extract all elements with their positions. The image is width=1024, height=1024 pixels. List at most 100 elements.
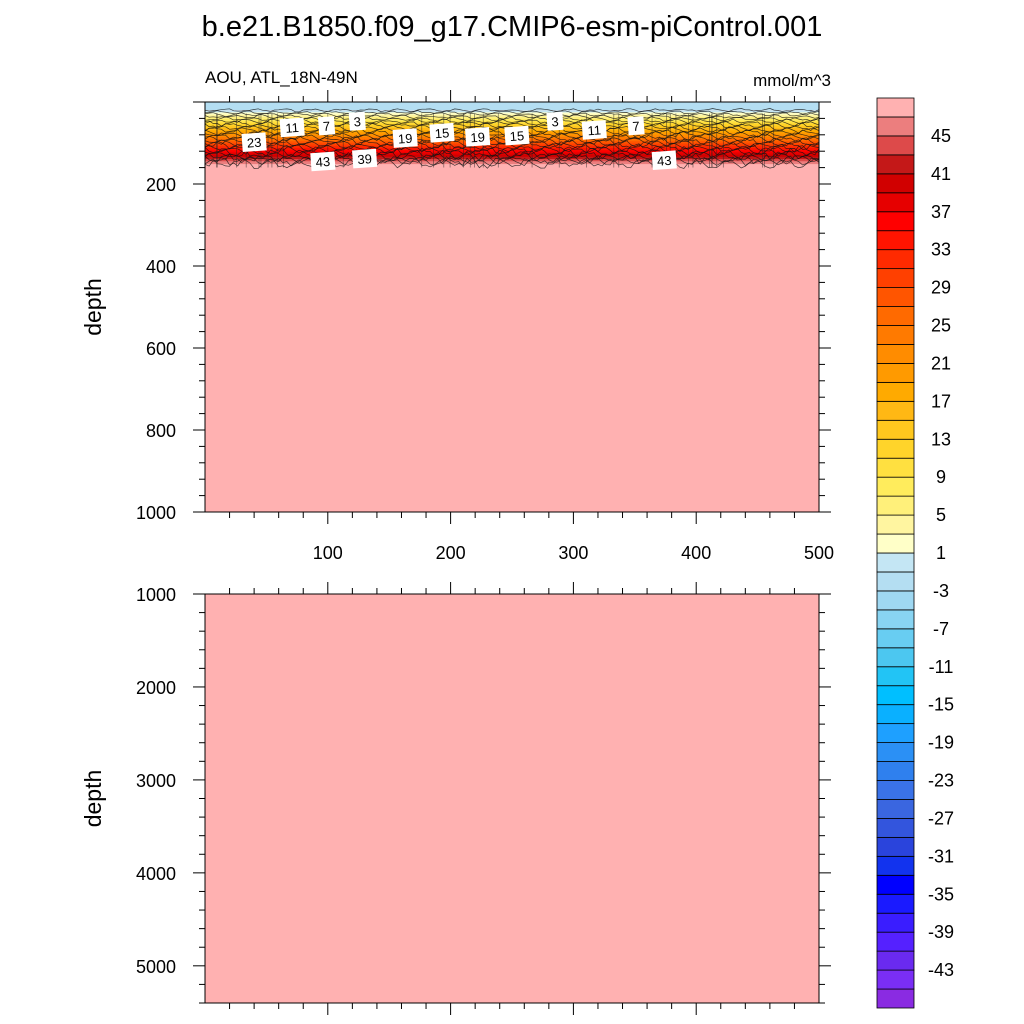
- colorbar-label: -43: [928, 960, 954, 980]
- contour-label-bg: [627, 116, 645, 136]
- colorbar-box: [876, 400, 915, 421]
- colorbar-label: 13: [931, 429, 951, 449]
- colorbar-box: [876, 344, 915, 364]
- y-tick-label: 2000: [136, 678, 176, 698]
- contour-label-text: 7: [322, 119, 330, 134]
- colorbar-box: [876, 135, 915, 156]
- contour-label-text: 11: [285, 120, 300, 136]
- field-deep-fill: [205, 102, 819, 512]
- x-tick-label: 100: [313, 543, 343, 563]
- contour-label-bg: [581, 120, 607, 140]
- y-axis-label: depth: [80, 278, 106, 336]
- field-band: [205, 112, 819, 116]
- field-surface-band: [205, 102, 819, 111]
- colorbar-box: [876, 173, 915, 194]
- y-tick-label: 5000: [136, 957, 176, 977]
- colorbar-box: [876, 704, 915, 725]
- contour-label: 39: [352, 148, 378, 169]
- colorbar-box: [876, 495, 915, 516]
- contour-label-text: 43: [657, 153, 672, 169]
- colorbar-box: [876, 249, 915, 270]
- colorbar-box: [876, 874, 915, 895]
- colorbar-box: [876, 97, 915, 118]
- contour-label-bg: [465, 127, 491, 147]
- colorbar-label: -19: [928, 733, 954, 753]
- colorbar-box: [876, 192, 915, 213]
- y-tick-label: 1000: [136, 585, 176, 605]
- contour-label-text: 3: [353, 114, 361, 129]
- contour-label-bg: [651, 150, 677, 171]
- contour-label: 3: [546, 111, 564, 131]
- contour-label-text: 19: [397, 131, 412, 147]
- contour-label-text: 7: [632, 119, 640, 134]
- colorbar-label: -39: [928, 922, 954, 942]
- colorbar-box: [876, 211, 915, 232]
- colorbar-box: [876, 931, 915, 952]
- colorbar-label: -23: [928, 771, 954, 791]
- colorbar-label: -31: [928, 846, 954, 866]
- field-band: [205, 159, 819, 162]
- colorbar-box: [876, 306, 915, 326]
- y-axis-label: depth: [80, 770, 106, 828]
- colorbar-box: [876, 761, 915, 781]
- lower-panel: 1000 2000 3000 4000 5000 depth: [80, 582, 831, 1015]
- contour-label-bg: [429, 122, 455, 143]
- colorbar-box: [876, 154, 915, 175]
- contour-label: 15: [504, 125, 530, 146]
- colorbar-box: [876, 363, 915, 383]
- contour-label-bg: [348, 111, 366, 131]
- colorbar-box: [876, 438, 915, 459]
- colorbar-box: [876, 742, 915, 762]
- y-tick-label: 200: [146, 175, 176, 195]
- colorbar-box: [876, 950, 915, 971]
- colorbar-box: [876, 590, 915, 611]
- colorbar-label: 17: [931, 391, 951, 411]
- y-tick-label: 600: [146, 339, 176, 359]
- contour-label: 11: [279, 117, 305, 138]
- contour-label-bg: [504, 125, 530, 146]
- contour-label-text: 15: [509, 128, 524, 144]
- colorbar-box: [876, 533, 915, 554]
- contour-label-text: 19: [470, 129, 485, 145]
- colorbar-label: 1: [936, 543, 946, 563]
- colorbar-label: -11: [929, 657, 954, 677]
- variable-label: AOU, ATL_18N-49N: [205, 68, 358, 87]
- colorbar-box: [876, 552, 915, 573]
- colorbar-label: 45: [931, 126, 951, 146]
- field-band: [205, 161, 819, 165]
- contour-label-bg: [241, 132, 267, 152]
- colorbar-box: [876, 476, 915, 497]
- colorbar-label: 37: [931, 202, 951, 222]
- colorbar-label: -15: [928, 695, 954, 715]
- colorbar-box: [876, 893, 915, 914]
- colorbar-box: [876, 457, 915, 478]
- y-tick-label: 400: [146, 257, 176, 277]
- x-tick-label: 500: [804, 543, 834, 563]
- colorbar-box: [876, 685, 915, 706]
- colorbar-box: [876, 836, 915, 857]
- panel-frame: [204, 101, 820, 513]
- contour-label-bg: [317, 116, 336, 136]
- contour-label-text: 11: [587, 122, 602, 138]
- colorbar-box: [876, 419, 915, 440]
- colorbar-box: [876, 647, 915, 668]
- colorbar-box: [876, 287, 915, 307]
- y-tick-label: 800: [146, 421, 176, 441]
- contour-label: 19: [465, 127, 491, 147]
- contour-label: 11: [581, 120, 607, 140]
- colorbar-label: 25: [931, 316, 951, 336]
- colorbar-label: 21: [931, 353, 951, 373]
- colorbar: -43-39-35-31-27-23-19-15-11-7-3159131721…: [876, 97, 954, 1009]
- colorbar-box: [876, 571, 915, 592]
- colorbar-box: [876, 609, 915, 630]
- colorbar-box: [876, 381, 915, 402]
- field-band: [205, 145, 819, 149]
- contour-label: 7: [317, 116, 336, 136]
- colorbar-box: [876, 514, 915, 535]
- contour-label: 23: [241, 132, 267, 152]
- colorbar-box: [876, 325, 915, 345]
- colorbar-box: [876, 780, 915, 800]
- colorbar-box: [876, 268, 915, 288]
- colorbar-label: -27: [928, 808, 954, 828]
